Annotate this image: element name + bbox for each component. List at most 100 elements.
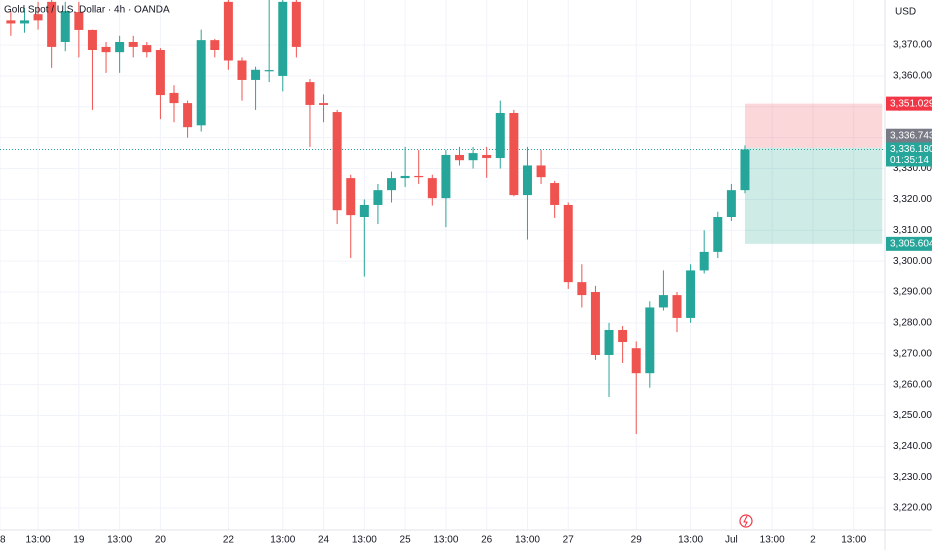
candle-body: [441, 154, 451, 199]
candle-body: [509, 112, 519, 196]
candle-body: [169, 92, 179, 104]
x-tick-label: 13:00: [26, 535, 51, 546]
candle-body: [6, 20, 16, 24]
candle-body: [305, 82, 315, 105]
candle-body: [686, 270, 696, 318]
x-tick-label: 19: [73, 535, 85, 546]
candle-body: [346, 178, 356, 216]
x-tick-label: 13:00: [107, 535, 132, 546]
chart-title: Gold Spot / U.S. Dollar · 4h · OANDA: [4, 5, 170, 16]
candle-body: [495, 112, 505, 159]
x-tick-label: 13:00: [678, 535, 703, 546]
candle-body: [414, 175, 424, 178]
candle-body: [563, 204, 573, 283]
candle-body: [740, 149, 750, 191]
candle-body: [604, 329, 614, 355]
x-tick-label: 13:00: [352, 535, 377, 546]
x-tick-label: 26: [481, 535, 493, 546]
currency[interactable]: USD: [895, 7, 916, 18]
x-tick-label: Jul: [725, 535, 738, 546]
candle-body: [33, 14, 43, 21]
candle-body: [142, 45, 152, 53]
candle-body: [373, 190, 383, 205]
x-tick-label: 20: [155, 535, 167, 546]
stop-zone: [744, 103, 883, 148]
candle-body: [101, 46, 111, 53]
replay-icon[interactable]: [739, 514, 753, 528]
candle-body: [522, 165, 532, 196]
candle-body: [264, 70, 274, 72]
candle-body: [726, 190, 736, 218]
candle-body: [87, 29, 97, 51]
candle-body: [618, 329, 628, 343]
candle-body: [400, 175, 410, 179]
y-tick-label: 3,270.000: [893, 348, 932, 359]
candle-body: [427, 178, 437, 199]
candle-body: [128, 41, 138, 47]
candle-body: [468, 153, 478, 161]
target-zone: [744, 147, 883, 244]
x-tick-label: 13:00: [433, 535, 458, 546]
y-tick-label: 3,370.000: [893, 40, 932, 51]
x-tick-label: 27: [563, 535, 575, 546]
candle-body: [699, 251, 709, 271]
y-tick-label: 3,240.000: [893, 441, 932, 452]
x-tick-label: 24: [318, 535, 330, 546]
candle-body: [387, 178, 397, 191]
y-tick-label: 3,330.000: [893, 163, 932, 174]
candle-body: [74, 12, 84, 30]
candle-body: [47, 1, 57, 47]
candle-body: [196, 40, 206, 126]
candle-body: [658, 295, 668, 308]
y-tick-label: 3,310.000: [893, 225, 932, 236]
last-price-label: 3,336.180: [890, 144, 932, 155]
y-tick-label: 3,220.000: [893, 503, 932, 514]
candle-body: [19, 20, 29, 24]
candle-body: [536, 165, 546, 178]
y-tick-label: 3,230.000: [893, 472, 932, 483]
candle-body: [60, 11, 70, 42]
candle-body: [590, 292, 600, 355]
candle-body: [577, 282, 587, 296]
y-tick-label: 3,250.000: [893, 410, 932, 421]
x-tick-label: 18: [0, 535, 6, 546]
y-tick-label: 3,260.000: [893, 379, 932, 390]
y-tick-label: 3,360.000: [893, 71, 932, 82]
candle-body: [631, 348, 641, 374]
x-tick-label: 29: [631, 535, 643, 546]
candle-body: [645, 307, 655, 374]
candle-body: [155, 50, 165, 96]
candle-body: [115, 41, 125, 53]
x-tick-label: 13:00: [841, 535, 866, 546]
countdown: 01:35:14: [890, 155, 929, 166]
candle-body: [482, 154, 492, 159]
candle-body: [237, 60, 247, 80]
stop-label-bg: [886, 96, 932, 111]
target-label-bg: [886, 236, 932, 251]
candle-body: [183, 103, 193, 128]
stop-label: 3,351.029: [890, 98, 932, 109]
x-tick-label: 22: [223, 535, 235, 546]
entry-label-bg: [886, 128, 932, 143]
candle-body: [319, 103, 329, 105]
y-tick-label: 3,290.000: [893, 287, 932, 298]
candle-body: [223, 1, 233, 61]
candle-body: [210, 40, 220, 51]
candle-body: [291, 1, 301, 47]
entry-label: 3,336.743: [890, 130, 932, 141]
y-tick-label: 3,320.000: [893, 194, 932, 205]
x-tick-label: 2: [810, 535, 816, 546]
candle-body: [672, 295, 682, 318]
candle-body: [454, 154, 464, 161]
y-tick-label: 3,300.000: [893, 256, 932, 267]
candle-body: [550, 183, 560, 205]
x-tick-label: 25: [400, 535, 412, 546]
x-tick-label: 13:00: [515, 535, 540, 546]
candle-body: [359, 204, 369, 218]
candle-body: [251, 69, 261, 80]
y-tick-label: 3,280.000: [893, 318, 932, 329]
candle-body: [713, 217, 723, 252]
last-price-label-bg: [886, 142, 932, 167]
target-label: 3,305.604: [890, 238, 932, 249]
